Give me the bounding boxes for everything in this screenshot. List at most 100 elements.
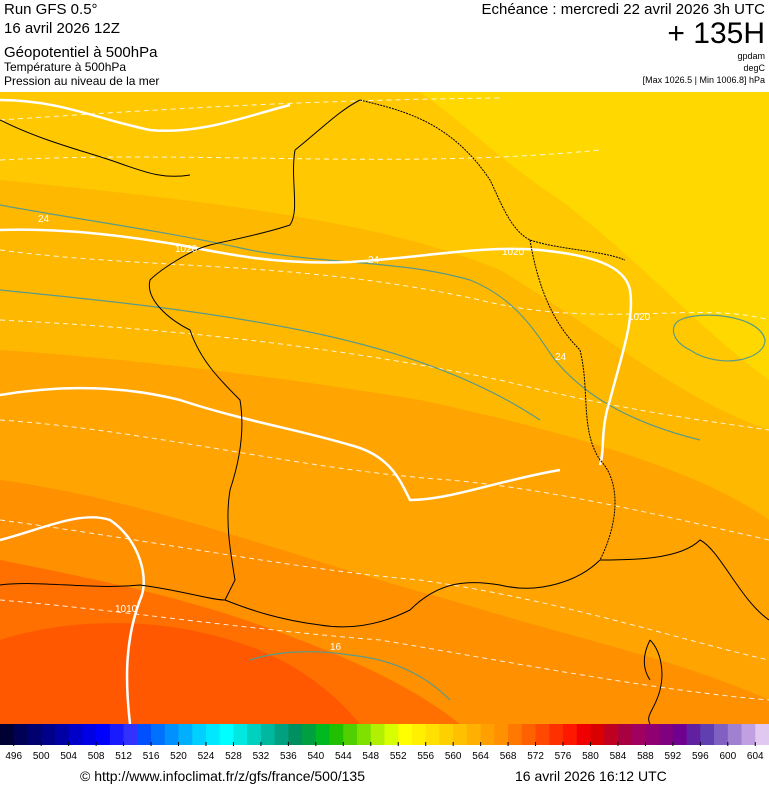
unit: gpdam [737, 51, 765, 61]
legend-swatch [41, 724, 56, 745]
legend-label: 532 [253, 751, 270, 762]
legend-swatch [219, 724, 234, 745]
legend-swatch [714, 724, 729, 745]
legend-swatch [82, 724, 97, 745]
legend-swatch [727, 724, 743, 745]
legend-label: 544 [335, 751, 352, 762]
legend-swatch [27, 724, 42, 745]
legend-swatch [329, 724, 344, 745]
legend-swatch [563, 724, 578, 745]
legend-label: 584 [610, 751, 627, 762]
legend-swatch [439, 724, 454, 745]
contour-label: 16 [330, 642, 342, 653]
legend-swatch [192, 724, 207, 745]
legend: 496 500 504 508 512 516 520 524 528 532 536 540 544 5… [0, 724, 769, 762]
legend-swatch [617, 724, 633, 745]
lead-time: + 135H [667, 17, 765, 50]
pressure-range: [Max 1026.5 | Min 1006.8] hPa [643, 75, 765, 85]
legend-label: 560 [445, 751, 462, 762]
legend-swatch [315, 724, 331, 745]
subtitle: Température à 500hPa [4, 60, 126, 74]
legend-swatch [521, 724, 537, 745]
legend-label: 572 [527, 751, 544, 762]
contour-label: 1020 [175, 244, 198, 255]
legend-label: 500 [33, 751, 50, 762]
legend-label: 564 [472, 751, 489, 762]
map: 24 1020 24 1020 1020 24 1010 16 [0, 92, 769, 724]
legend-label: 528 [225, 751, 242, 762]
run-date: 16 avril 2026 12Z [4, 20, 120, 37]
legend-swatch [466, 724, 482, 745]
legend-swatch [137, 724, 152, 745]
legend-label: 580 [582, 751, 599, 762]
legend-swatch [700, 724, 715, 745]
legend-label: 596 [692, 751, 709, 762]
legend-swatch [411, 724, 427, 745]
legend-swatch [631, 724, 646, 745]
legend-label: 556 [417, 751, 434, 762]
unit: degC [743, 63, 765, 73]
legend-swatch [343, 724, 358, 745]
subtitle: Pression au niveau de la mer [4, 74, 159, 88]
legend-label: 552 [390, 751, 407, 762]
legend-label: 588 [637, 751, 654, 762]
legend-label: 520 [170, 751, 187, 762]
legend-swatch [54, 724, 70, 745]
legend-swatch [68, 724, 83, 745]
run: Run GFS 0.5° [4, 1, 98, 18]
legend-swatch [508, 724, 523, 745]
legend-swatch [741, 724, 756, 745]
source-url: © http://www.infoclimat.fr/z/gfs/france/… [80, 768, 365, 784]
legend-label: 512 [115, 751, 132, 762]
legend-swatch [549, 724, 564, 745]
legend-swatch [480, 724, 495, 745]
legend-label: 516 [143, 751, 160, 762]
legend-swatch [274, 724, 289, 745]
legend-label: 508 [88, 751, 105, 762]
legend-swatch [260, 724, 276, 745]
legend-label: 540 [307, 751, 324, 762]
legend-swatch [453, 724, 468, 745]
legend-swatch [302, 724, 317, 745]
legend-swatch [288, 724, 303, 745]
legend-swatch [205, 724, 221, 745]
legend-swatch [164, 724, 180, 745]
title: Géopotentiel à 500hPa [4, 44, 158, 61]
legend-swatch [535, 724, 550, 745]
legend-label: 568 [500, 751, 517, 762]
contour-label: 1020 [628, 312, 651, 323]
legend-swatch [247, 724, 262, 745]
timestamp: 16 avril 2026 16:12 UTC [515, 768, 667, 784]
legend-swatch [590, 724, 605, 745]
legend-label: 536 [280, 751, 297, 762]
legend-swatch [604, 724, 619, 745]
contour-label: 24 [368, 255, 380, 266]
legend-swatch [494, 724, 509, 745]
legend-label: 600 [719, 751, 736, 762]
legend-swatch [233, 724, 248, 745]
legend-swatch [370, 724, 385, 745]
legend-swatch [576, 724, 591, 745]
legend-swatch [659, 724, 674, 745]
contour-label: 24 [555, 352, 567, 363]
contour-label: 1020 [502, 247, 525, 258]
legend-swatch [123, 724, 138, 745]
legend-label: 548 [362, 751, 379, 762]
legend-swatch [672, 724, 688, 745]
legend-swatch [96, 724, 111, 745]
legend-label: 576 [555, 751, 572, 762]
legend-swatch [686, 724, 701, 745]
legend-swatch [755, 724, 769, 745]
legend-swatch [151, 724, 166, 745]
legend-swatch [425, 724, 440, 745]
legend-swatch [109, 724, 125, 745]
legend-swatch [13, 724, 28, 745]
legend-swatch [0, 724, 15, 745]
contour-label: 24 [38, 214, 50, 225]
legend-swatch [357, 724, 372, 745]
legend-swatch [398, 724, 413, 745]
legend-label: 604 [747, 751, 764, 762]
legend-swatch [384, 724, 399, 745]
contour-label: 1010 [115, 604, 138, 615]
